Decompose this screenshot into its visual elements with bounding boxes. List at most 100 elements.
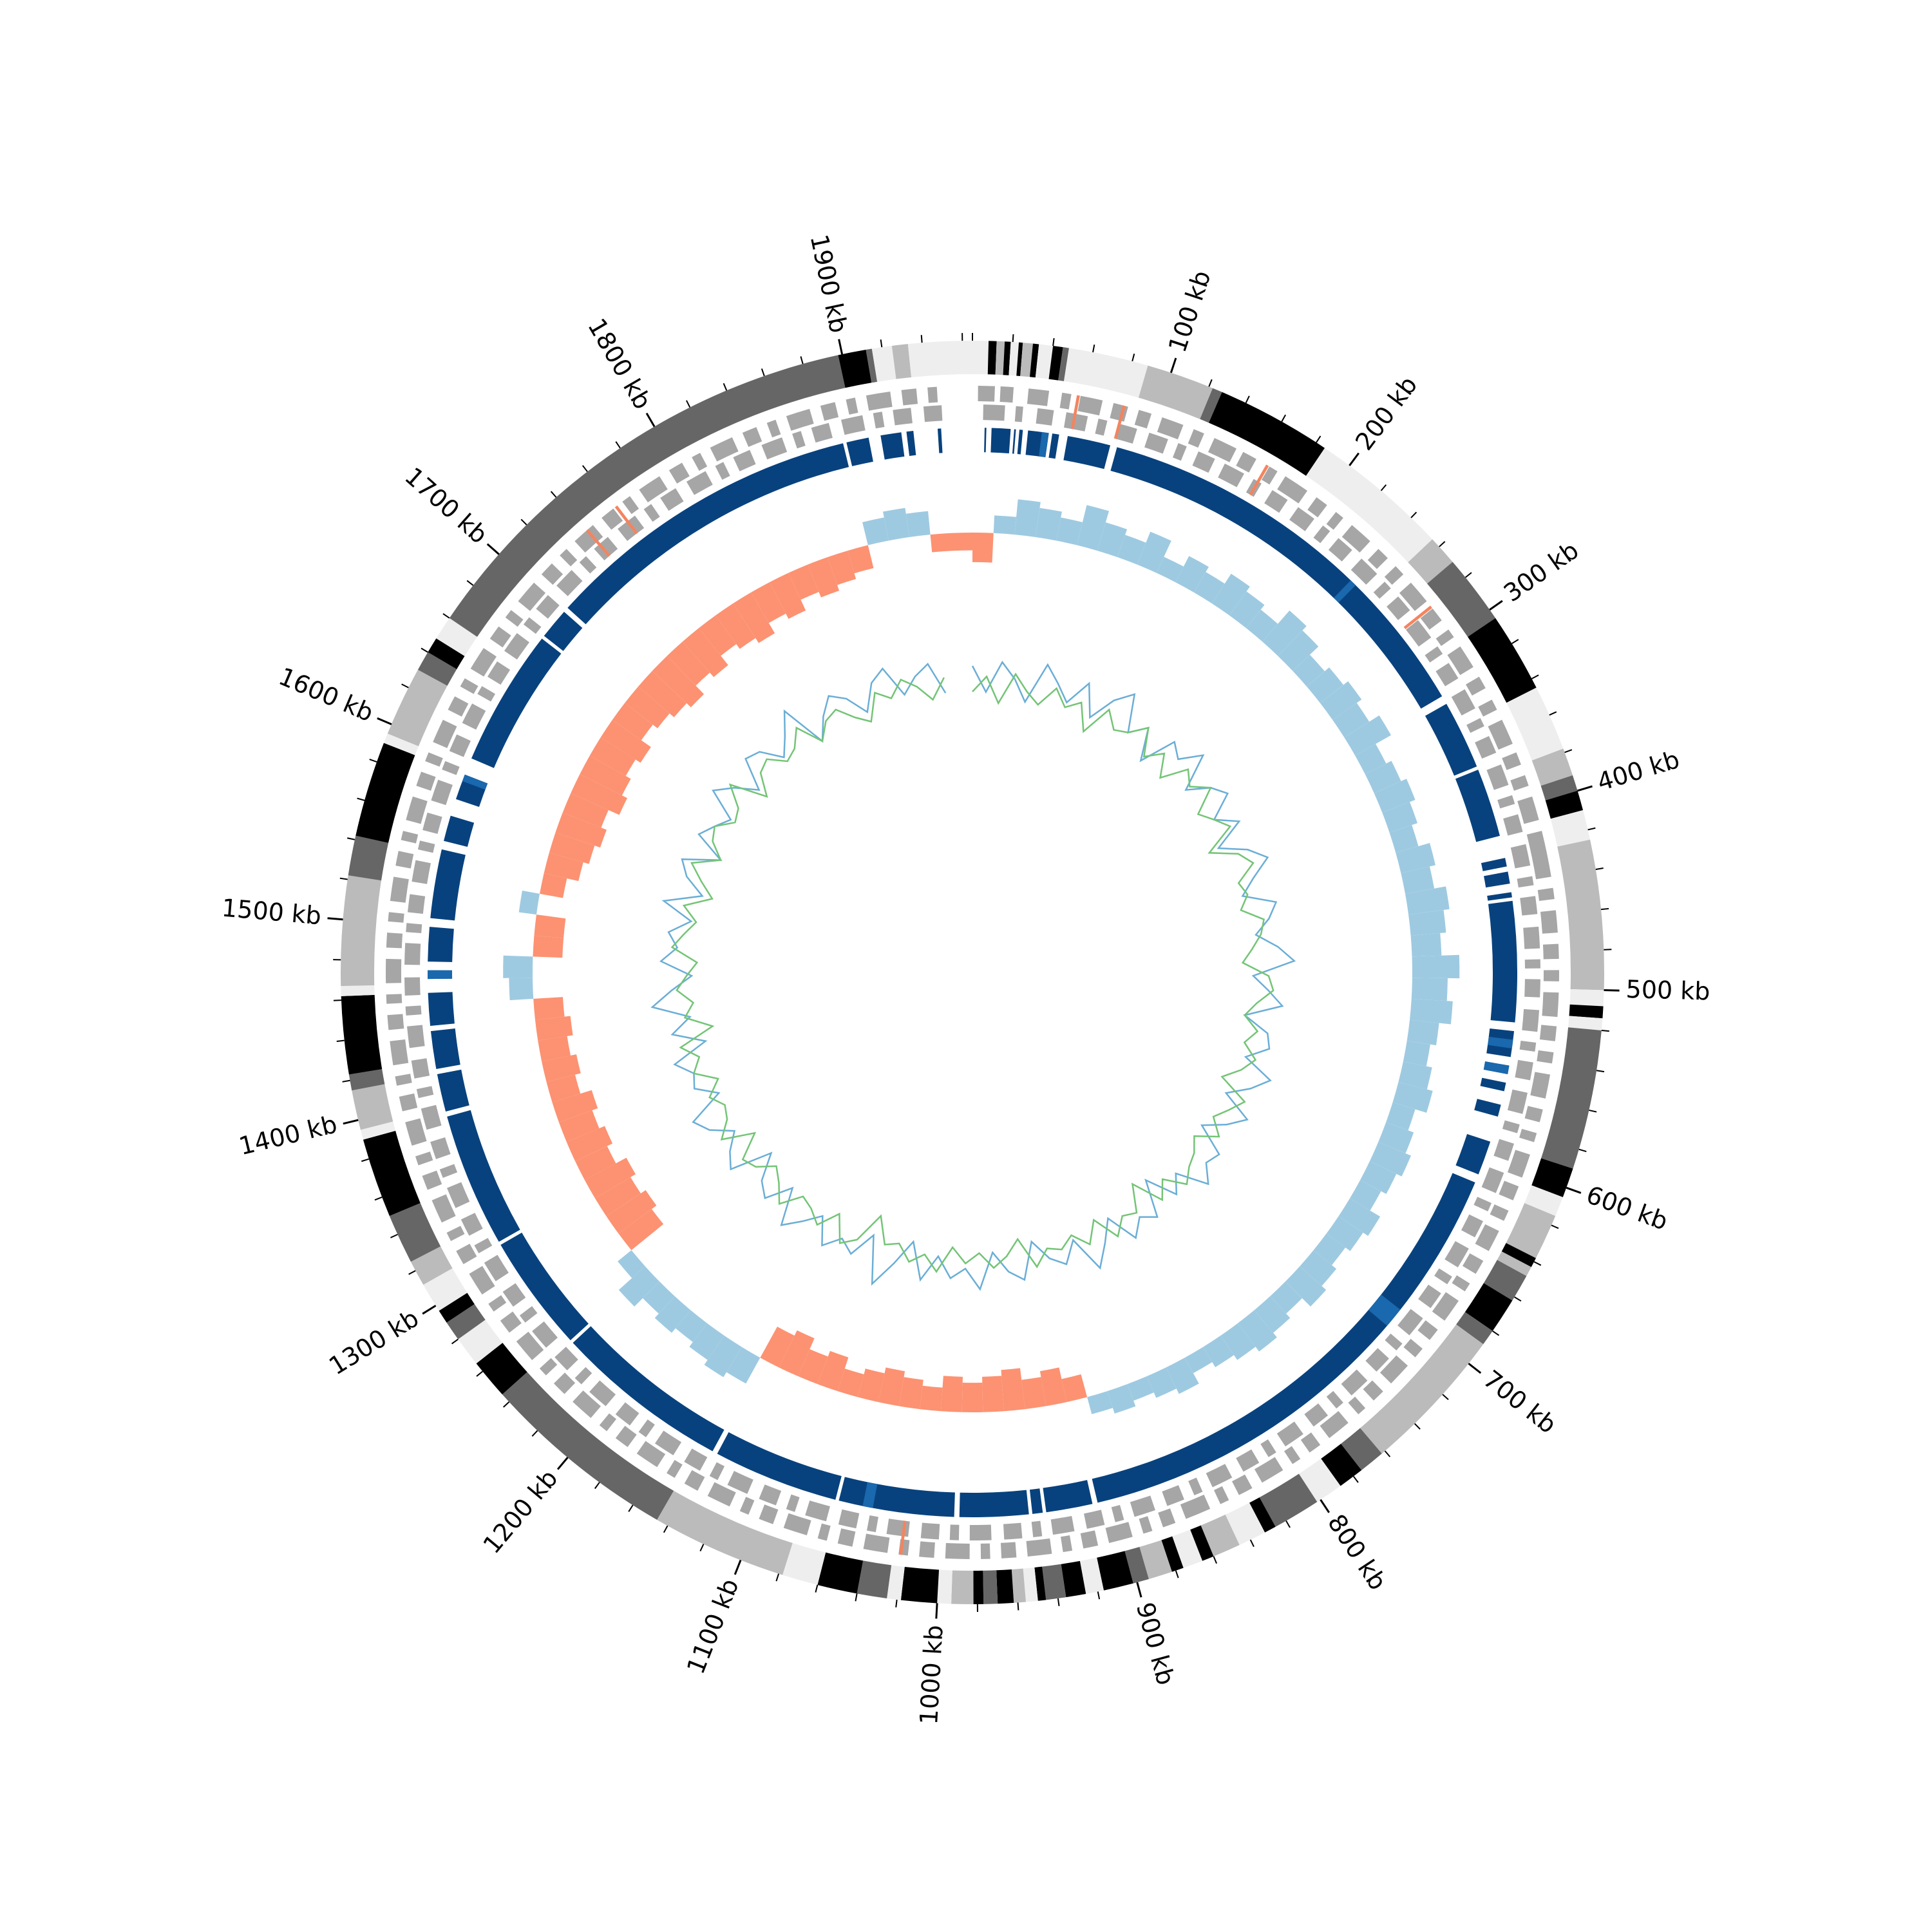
- skew-bar: [1285, 1266, 1327, 1307]
- skew-bar: [1001, 1368, 1025, 1412]
- block: [428, 927, 454, 962]
- minor-tick: [615, 441, 621, 449]
- ideogram-segment: [1029, 343, 1039, 378]
- minor-tick: [1595, 867, 1604, 870]
- skew-bar: [993, 515, 1017, 535]
- gene-plus: [1061, 1535, 1073, 1553]
- gene-plus: [388, 912, 404, 923]
- gene-plus: [1466, 676, 1486, 696]
- ideogram-segment: [1550, 810, 1591, 847]
- minor-tick: [1533, 1261, 1542, 1266]
- minor-tick: [1092, 345, 1095, 353]
- ideogram-segment: [996, 1569, 1014, 1604]
- gene-plus: [817, 1523, 831, 1541]
- minor-tick: [421, 647, 428, 653]
- gene-minus: [1264, 490, 1288, 513]
- gene-plus: [516, 1331, 544, 1360]
- major-tick: [422, 1305, 437, 1315]
- minor-tick: [1551, 1224, 1559, 1229]
- ideogram-segment: [387, 670, 448, 746]
- skew-bar: [503, 955, 533, 978]
- block: [1487, 892, 1512, 901]
- gene-minus: [686, 471, 713, 495]
- skew-bar: [972, 533, 994, 563]
- gene-minus: [1192, 451, 1215, 473]
- block: [447, 1110, 520, 1242]
- ideogram-segment: [782, 1543, 826, 1586]
- gene-minus: [1507, 1089, 1528, 1114]
- gene-plus: [489, 626, 511, 648]
- skew-bar: [1360, 1161, 1397, 1195]
- skew-bar: [667, 641, 710, 686]
- minor-tick: [815, 1584, 819, 1593]
- skew-bar: [1146, 1367, 1177, 1398]
- gene-plus: [1379, 1355, 1408, 1384]
- skew-bar: [1087, 1391, 1113, 1414]
- gene-minus: [1095, 419, 1108, 436]
- gene-plus: [1517, 796, 1539, 824]
- gene-plus: [1262, 466, 1278, 485]
- ideogram-segment: [1531, 1158, 1573, 1197]
- block: [437, 1069, 469, 1112]
- gene-minus: [449, 734, 471, 757]
- skew-bar: [848, 545, 874, 574]
- gene-plus: [980, 1543, 990, 1559]
- major-tick: [327, 917, 343, 921]
- gene-minus: [1003, 1522, 1023, 1540]
- block: [717, 1432, 842, 1500]
- gene-plus: [668, 462, 690, 484]
- gene-plus: [460, 678, 478, 694]
- skew-bar: [961, 1382, 983, 1412]
- gene-minus: [1313, 525, 1331, 544]
- gene-plus: [710, 437, 739, 462]
- gene-plus: [1542, 992, 1559, 1018]
- gene-minus: [1520, 896, 1538, 916]
- ideogram-segment: [1061, 1560, 1086, 1598]
- gene-minus: [1014, 406, 1023, 422]
- gene-minus: [416, 1086, 434, 1099]
- ideogram-segment: [838, 350, 872, 388]
- gene-minus: [462, 703, 486, 730]
- gene-plus: [1420, 608, 1442, 630]
- gene-minus: [1036, 408, 1054, 426]
- ideogram-segment: [1225, 1502, 1265, 1546]
- gene-plus: [574, 525, 603, 553]
- skew-bar: [1401, 866, 1435, 894]
- skew-bar: [898, 1377, 923, 1410]
- skew-bar: [1411, 978, 1448, 1001]
- skew-bar: [538, 1036, 571, 1062]
- gene-minus: [1385, 1333, 1403, 1351]
- ideogram-segment: [1569, 989, 1604, 1007]
- block: [1455, 770, 1500, 842]
- major-tick: [645, 412, 656, 428]
- skew-bar: [1237, 1310, 1277, 1352]
- skew-bar: [1392, 1082, 1433, 1113]
- gene-minus: [654, 1430, 682, 1455]
- gene-plus: [1134, 410, 1152, 429]
- skew-bar: [1410, 998, 1453, 1025]
- minor-tick: [1442, 1394, 1449, 1401]
- skew-bar: [1326, 1216, 1363, 1251]
- block: [846, 437, 873, 466]
- ideogram-segment: [937, 1569, 952, 1604]
- ideogram-segment: [1427, 562, 1496, 637]
- ideogram-segment: [1035, 344, 1054, 379]
- gene-minus: [660, 488, 684, 511]
- block: [1484, 871, 1510, 888]
- major-tick: [1468, 1363, 1482, 1374]
- skew-bar: [1396, 843, 1435, 873]
- ideogram-segment: [1306, 448, 1433, 563]
- skew-bar: [1184, 1347, 1213, 1374]
- gene-plus: [1232, 1474, 1253, 1495]
- gene-minus: [519, 1306, 538, 1323]
- skew-bar: [1166, 1358, 1199, 1394]
- skew-bar: [827, 551, 857, 585]
- gene-minus: [1519, 1041, 1537, 1052]
- gene-plus: [1502, 752, 1521, 770]
- minor-tick: [342, 1079, 350, 1083]
- gene-plus: [406, 796, 428, 824]
- gene-minus: [574, 1367, 592, 1385]
- gene-plus: [1277, 476, 1308, 504]
- skew-bar: [552, 1090, 598, 1122]
- gene-plus: [1139, 1516, 1153, 1534]
